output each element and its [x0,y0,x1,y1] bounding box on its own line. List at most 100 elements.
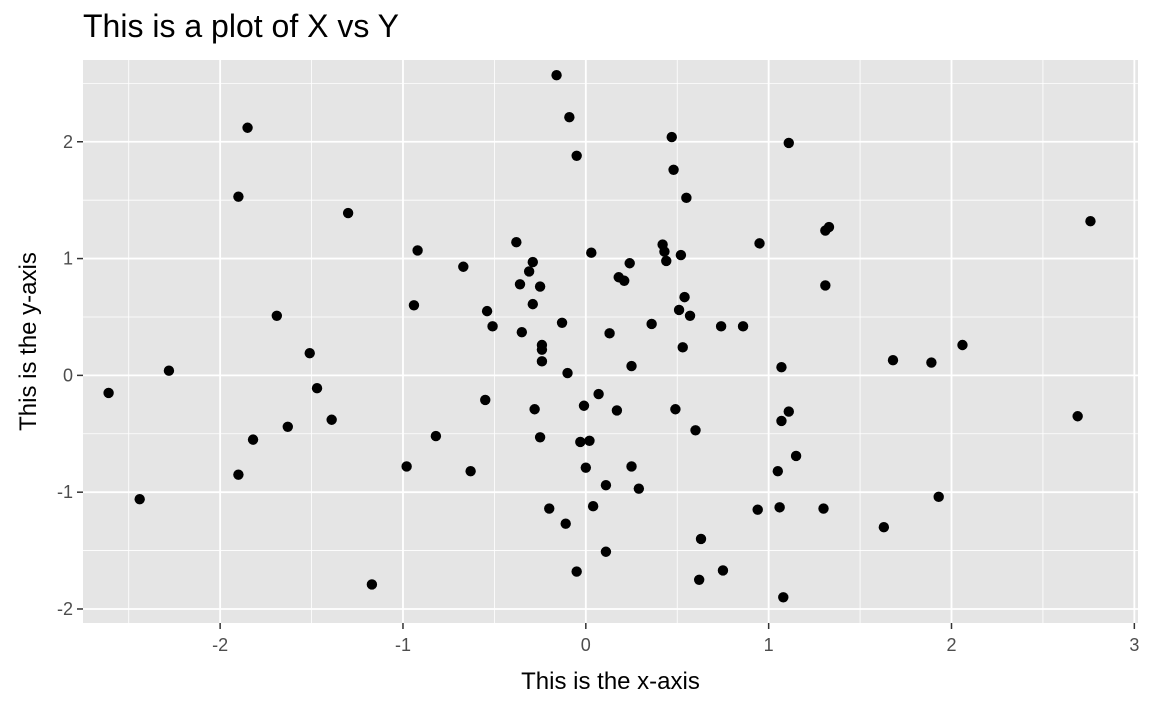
scatter-point [790,450,802,462]
scatter-point [783,137,794,149]
scatter-point [957,339,968,351]
scatter-point [776,361,787,373]
scatter-point [311,383,323,394]
y-tick-label: -1 [57,482,73,502]
scatter-point [926,357,937,368]
scatter-point [556,317,568,329]
scatter-point [778,592,789,603]
scatter-point [823,221,835,233]
scatter-point [516,326,528,338]
scatter-point [887,354,899,366]
scatter-point [675,249,687,261]
scatter-point [604,328,615,339]
scatter-point [673,304,685,316]
scatter-point [820,280,831,291]
scatter-point [282,421,293,432]
scatter-point [587,500,599,512]
scatter-point [633,483,645,494]
scatter-point [134,493,145,505]
scatter-point [544,503,555,514]
scatter-point [624,258,635,269]
axis-ticks: -2 -1 0 1 2 3 -2 -1 0 1 2 [57,132,1139,655]
scatter-point [571,566,582,577]
scatter-point [580,462,592,473]
scatter-point [578,400,590,411]
minor-gridlines [83,60,1138,623]
scatter-point [575,436,586,448]
y-tick-label: 0 [63,365,73,385]
scatter-point [571,150,582,161]
scatter-point [326,414,337,425]
scatter-point [247,434,259,445]
scatter-point [679,291,690,303]
x-tick-label: -2 [212,635,228,655]
scatter-point [458,261,469,272]
scatter-point [562,367,573,379]
scatter-point [600,546,612,557]
scatter-point [529,404,540,415]
x-tick-label: 3 [1129,635,1139,655]
scatter-point [776,415,787,427]
scatter-point [523,266,535,277]
scatter-point [586,247,597,258]
x-tick-label: 2 [946,635,956,655]
scatter-point [661,255,672,267]
scatter-point [564,112,575,123]
scatter-point [677,342,688,353]
scatter-point [271,310,283,322]
scatter-point [304,347,315,359]
y-tick-label: -2 [57,599,73,619]
scatter-point [412,245,423,256]
scatter-point [670,404,681,415]
scatter-point [401,461,412,472]
data-points [103,69,1096,603]
scatter-point [752,504,763,515]
scatter-point [783,406,794,417]
scatter-point [527,298,538,310]
scatter-point [560,518,571,529]
scatter-point [408,300,420,311]
scatter-point [668,164,679,175]
scatter-point [480,394,491,406]
x-tick-label: -1 [395,635,411,655]
scatter-point [646,318,657,330]
scatter-point [487,321,498,332]
scatter-point [163,365,175,376]
scatter-point [715,321,727,332]
scatter-point [684,310,696,322]
scatter-point [611,405,623,416]
scatter-point [659,246,670,257]
scatter-point [536,344,548,355]
scatter-point [1085,215,1096,227]
x-axis-title: This is the x-axis [521,668,700,695]
scatter-point [666,131,677,143]
major-gridlines [83,60,1138,623]
scatter-point [233,191,244,202]
scatter-point [690,425,701,436]
scatter-point [584,435,595,446]
scatter-point [514,279,526,290]
scatter-point [342,207,354,219]
chart-title: This is a plot of X vs Y [83,8,399,44]
scatter-point [774,502,785,513]
scatter-point [534,432,546,443]
scatter-point [536,356,548,367]
scatter-point [626,360,637,372]
scatter-point [619,275,630,286]
scatter-point [366,579,378,590]
scatter-point [695,533,707,545]
scatter-point [772,465,784,477]
plot-panel [83,60,1138,623]
scatter-point [103,387,114,399]
scatter-point [818,503,829,514]
scatter-point [481,305,493,317]
scatter-point [1072,411,1083,422]
scatter-point [233,469,244,480]
scatter-point [681,192,692,204]
scatter-point [242,122,253,133]
x-tick-label: 1 [764,635,774,655]
scatter-point [933,491,944,503]
scatter-point [717,565,729,576]
y-tick-label: 2 [63,132,73,152]
